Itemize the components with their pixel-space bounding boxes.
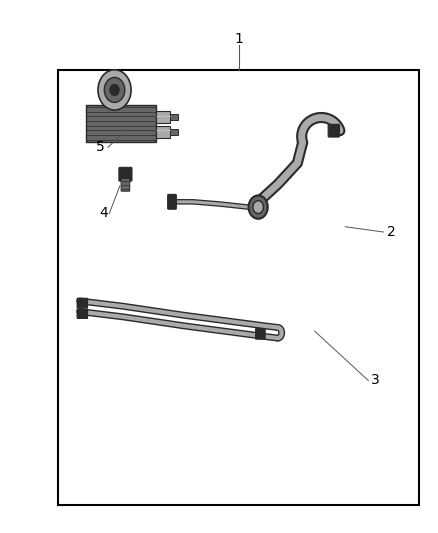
Bar: [170, 129, 178, 135]
FancyBboxPatch shape: [119, 167, 132, 181]
Circle shape: [110, 84, 119, 95]
Circle shape: [253, 201, 263, 214]
Circle shape: [104, 77, 125, 102]
Text: 5: 5: [96, 140, 105, 154]
FancyBboxPatch shape: [77, 298, 88, 308]
Bar: [170, 114, 178, 120]
FancyBboxPatch shape: [121, 179, 130, 191]
Text: 3: 3: [371, 374, 380, 387]
Bar: [156, 111, 170, 123]
Text: 2: 2: [387, 225, 395, 239]
Circle shape: [249, 196, 268, 219]
Bar: [58, 70, 419, 505]
FancyBboxPatch shape: [77, 309, 88, 318]
Bar: [86, 105, 156, 142]
Text: 4: 4: [99, 206, 108, 221]
Circle shape: [98, 70, 131, 110]
FancyBboxPatch shape: [328, 124, 339, 137]
Bar: [156, 126, 170, 138]
FancyBboxPatch shape: [168, 195, 177, 209]
FancyBboxPatch shape: [255, 328, 265, 339]
Text: 1: 1: [234, 31, 243, 45]
